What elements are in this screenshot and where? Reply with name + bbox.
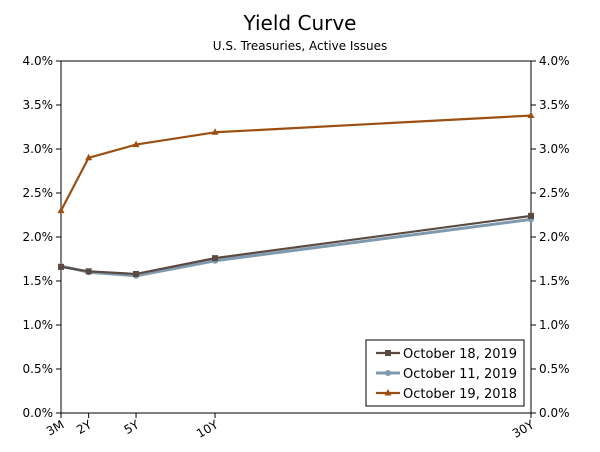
legend-item: October 19, 2018 (376, 387, 517, 402)
legend-label: October 19, 2018 (403, 387, 517, 402)
data-point (58, 263, 64, 270)
y-tick-label-left: 2.0% (23, 230, 54, 244)
data-point (385, 370, 391, 376)
chart-subtitle: U.S. Treasuries, Active Issues (213, 39, 387, 53)
y-tick-label-left: 0.0% (23, 406, 54, 420)
y-tick-label-right: 2.5% (539, 186, 570, 200)
x-tick-label: 10Y (194, 417, 221, 441)
chart-title: Yield Curve (243, 11, 357, 35)
y-tick-label-left: 1.5% (23, 274, 54, 288)
y-tick-label-right: 4.0% (539, 54, 570, 68)
data-point (384, 389, 392, 396)
data-point (212, 255, 219, 262)
y-tick-label-left: 3.5% (23, 98, 54, 112)
y-tick-label-right: 1.5% (539, 274, 570, 288)
y-tick-label-right: 2.0% (539, 230, 570, 244)
x-tick-label: 2Y (74, 417, 95, 437)
series-2 (57, 111, 535, 214)
data-point (132, 140, 140, 148)
y-tick-label-right: 0.0% (539, 406, 570, 420)
y-tick-label-right: 3.0% (539, 142, 570, 156)
legend-label: October 18, 2019 (403, 347, 517, 362)
data-point (527, 111, 535, 119)
series-0 (58, 212, 534, 277)
y-tick-label-right: 1.0% (539, 318, 570, 332)
series-line (60, 214, 532, 276)
y-tick-label-left: 4.0% (23, 54, 54, 68)
x-tick-label: 3M (44, 417, 67, 438)
legend: October 18, 2019 October 11, 2019 October … (365, 339, 525, 407)
y-tick-label-left: 3.0% (23, 142, 54, 156)
x-tick-label: 5Y (122, 417, 143, 437)
series-line (60, 114, 532, 212)
y-tick-label-right: 3.5% (539, 98, 570, 112)
x-tick-label: 30Y (510, 417, 537, 441)
data-point (85, 153, 93, 161)
y-tick-label-left: 2.5% (23, 186, 54, 200)
y-tick-label-right: 0.5% (539, 362, 570, 376)
legend-item: October 11, 2019 (376, 367, 517, 382)
data-point (211, 128, 219, 135)
legend-item: October 18, 2019 (376, 347, 517, 362)
data-point (385, 350, 391, 356)
data-point (528, 212, 534, 219)
legend-label: October 11, 2019 (403, 367, 517, 382)
y-tick-label-left: 0.5% (23, 362, 54, 376)
y-tick-label-left: 1.0% (23, 318, 54, 332)
data-point (133, 270, 140, 277)
data-point (57, 206, 65, 214)
data-point (85, 268, 92, 275)
